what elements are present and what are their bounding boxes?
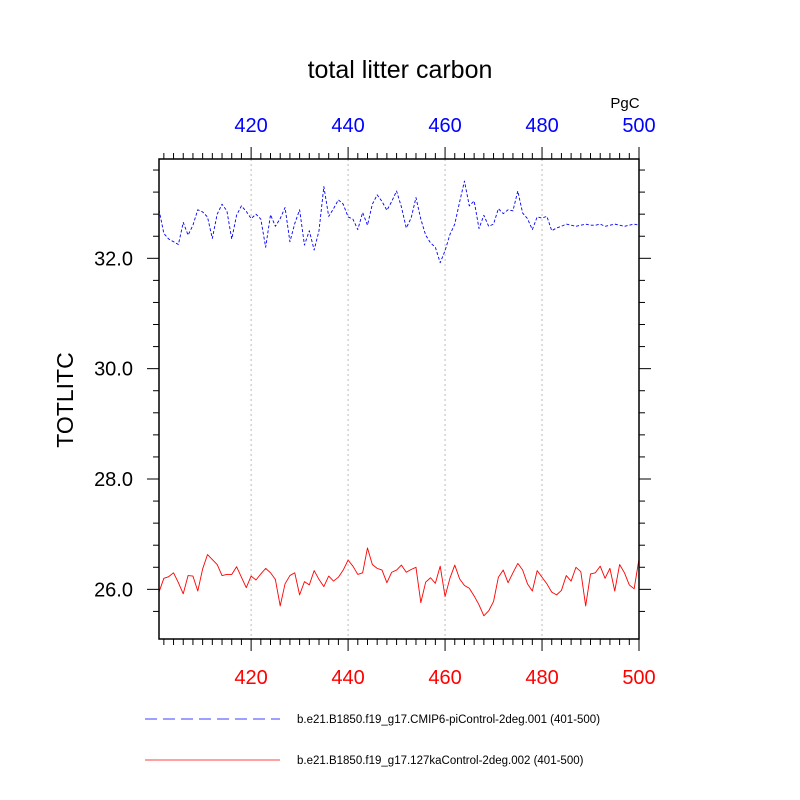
grid-layer [250,159,543,639]
chart-title: total litter carbon [308,56,493,84]
series-layer [158,180,640,617]
units-label: PgC [610,95,639,112]
legend-label-127kaControl: b.e21.B1850.f19_g17.127kaControl-2deg.00… [297,755,584,767]
x-tick-label-top: 480 [525,115,558,137]
x-tick-label-bottom: 500 [622,667,655,689]
x-tick-label-top: 420 [234,115,267,137]
x-tick-label-top: 440 [331,115,364,137]
tick-layer [147,147,651,651]
x-tick-label-top: 500 [622,115,655,137]
x-tick-label-top: 460 [428,115,461,137]
x-tick-label-bottom: 480 [525,667,558,689]
y-tick-label: 28.0 [94,469,133,491]
legend-label-piControl: b.e21.B1850.f19_g17.CMIP6-piControl-2deg… [297,714,600,726]
label-layer: 420 420 440 440 460 460 480 480 500 500 26.0 28.0 30… [94,115,656,689]
x-tick-label-bottom: 460 [428,667,461,689]
y-tick-label: 30.0 [94,359,133,381]
y-tick-label: 26.0 [94,579,133,601]
y-axis-label: TOTLITC [52,352,78,447]
legend: b.e21.B1850.f19_g17.CMIP6-piControl-2deg… [145,714,600,767]
x-tick-label-bottom: 420 [234,667,267,689]
y-tick-label: 32.0 [94,248,133,270]
x-tick-label-bottom: 440 [331,667,364,689]
series-line-0 [158,180,640,264]
series-line-1 [158,547,640,617]
plot-frame [158,158,640,640]
